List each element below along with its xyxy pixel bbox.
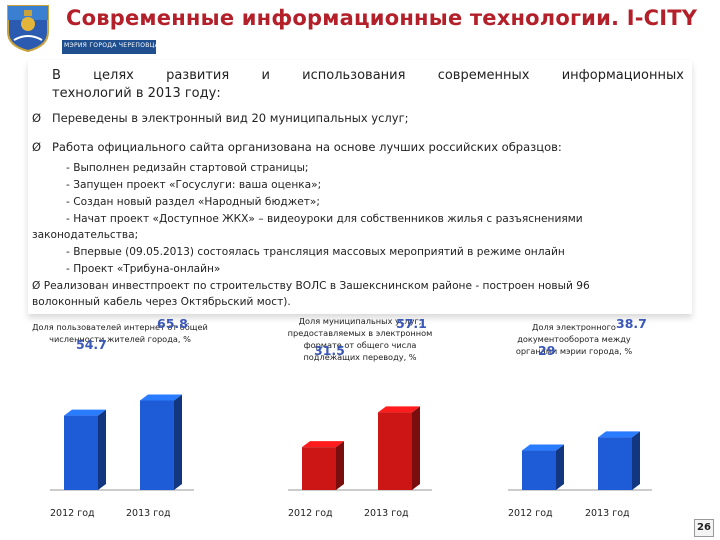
data-label: 29 (538, 343, 556, 358)
sub-item: - Впервые (09.05.2013) состоялась трансл… (66, 246, 565, 258)
bar (522, 450, 556, 490)
page-number: 26 (694, 519, 714, 537)
x-tick-label: 2012 год (508, 508, 553, 519)
intro-word: и (261, 68, 270, 83)
x-tick-label: 2013 год (364, 508, 409, 519)
chart-title: Доля электронного документооборота между… (515, 322, 633, 356)
header-bar: Современные информационные технологии. I… (0, 0, 720, 54)
intro-line: В целях развития и использования совреме… (52, 68, 684, 83)
arrow-bullet-icon: Ø (32, 140, 42, 154)
bar (140, 400, 174, 490)
bar-top (598, 431, 640, 438)
sub-item: Ø Реализован инвестпроект по строительст… (32, 280, 590, 292)
bullet-item: Ø Переведены в электронный вид 20 муницип… (32, 111, 409, 125)
chart-title: Доля муниципальных услуг, предоставляемы… (287, 316, 433, 362)
bar-top (522, 444, 564, 451)
data-label: 31.5 (314, 343, 345, 358)
sub-item: - Выполнен редизайн стартовой страницы; (66, 162, 309, 174)
bar-top (302, 441, 344, 448)
intro-line-2: технологий в 2013 году: (52, 86, 221, 101)
bar (598, 437, 632, 490)
bar-side (412, 406, 420, 490)
sub-item: законодательства; (32, 229, 139, 241)
data-label: 65.8 (157, 316, 188, 331)
x-tick-label: 2013 год (585, 508, 630, 519)
intro-word: развития (166, 68, 230, 83)
bullet-text: Переведены в электронный вид 20 муниципа… (52, 111, 409, 125)
org-strip (62, 40, 156, 54)
bullet-item: Ø Работа официального сайта организована … (32, 140, 562, 154)
bar-top (64, 409, 106, 416)
bar (302, 447, 336, 490)
page-title: Современные информационные технологии. I… (66, 6, 698, 30)
data-label: 57.1 (396, 316, 427, 331)
intro-word: целях (93, 68, 134, 83)
city-coat-of-arms-logo (7, 5, 49, 52)
bar-side (632, 431, 640, 490)
intro-word: информационных (561, 68, 684, 83)
data-label: 54.7 (76, 337, 107, 352)
bar-side (98, 409, 106, 490)
sub-item: волоконный кабель через Октябрьский мост… (32, 296, 291, 308)
bar (64, 415, 98, 490)
intro-word: использования (302, 68, 406, 83)
intro-word: В (52, 68, 61, 83)
bar-side (174, 394, 182, 490)
bar-top (378, 406, 420, 413)
org-label: МЭРИЯ ГОРОДА ЧЕРЕПОВЦА (64, 42, 159, 49)
bar-top (140, 394, 182, 401)
bar-side (556, 444, 564, 490)
sub-item: - Создан новый раздел «Народный бюджет»; (66, 196, 320, 208)
data-label: 38.7 (616, 316, 647, 331)
sub-item: - Запущен проект «Госуслуги: ваша оценка… (66, 179, 322, 191)
arrow-bullet-icon: Ø (32, 111, 42, 125)
sub-item: - Проект «Трибуна-онлайн» (66, 263, 221, 275)
bullet-text: Работа официального сайта организована н… (52, 140, 562, 154)
intro-word: современных (437, 68, 530, 83)
x-tick-label: 2012 год (50, 508, 95, 519)
chart-title: Доля пользователей интернет от общей чис… (32, 322, 208, 344)
x-tick-label: 2012 год (288, 508, 333, 519)
x-tick-label: 2013 год (126, 508, 171, 519)
bar (378, 412, 412, 490)
bar-side (336, 441, 344, 490)
sub-item: - Начат проект «Доступное ЖКХ» – видеоур… (66, 213, 583, 225)
